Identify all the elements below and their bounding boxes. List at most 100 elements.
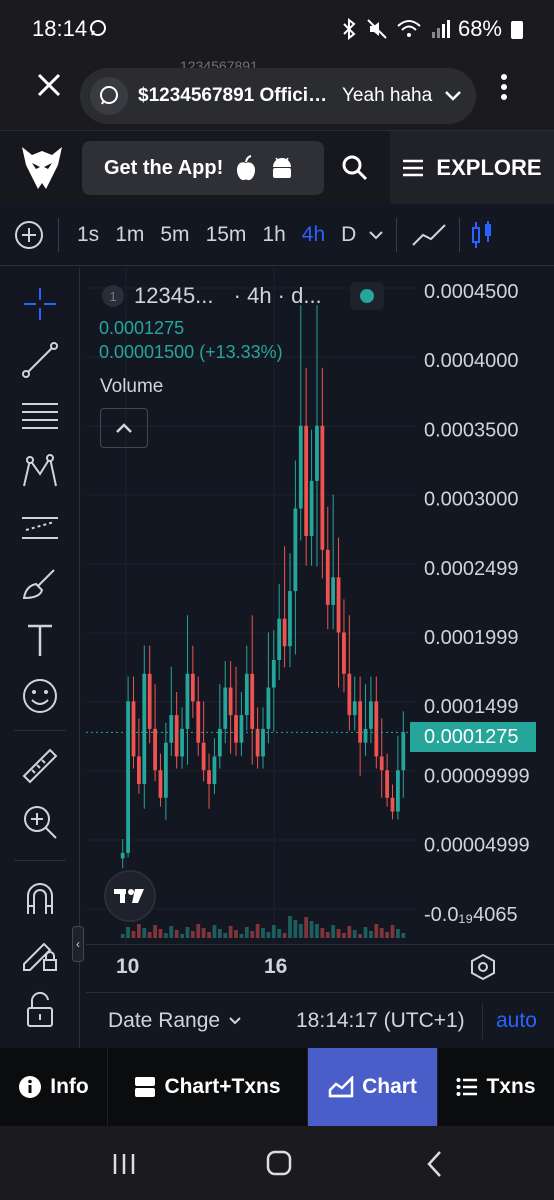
forecast-icon[interactable] xyxy=(20,508,60,548)
lock-drawing-icon[interactable] xyxy=(20,934,60,974)
pattern-icon[interactable] xyxy=(20,452,60,492)
timeframe-15m[interactable]: 15m xyxy=(205,222,247,246)
trend-line-icon[interactable] xyxy=(20,340,60,380)
back-icon[interactable] xyxy=(426,1150,442,1178)
series-index-badge: 1 xyxy=(102,285,124,307)
candle-body xyxy=(331,577,336,605)
timeframe-1h[interactable]: 1h xyxy=(262,222,286,246)
timeframe-chevron-icon[interactable] xyxy=(368,230,384,240)
volume-bar xyxy=(239,934,244,938)
bluetooth-icon xyxy=(343,18,356,40)
volume-bar xyxy=(309,921,314,938)
candle-body xyxy=(163,742,168,798)
tab-chart[interactable]: Chart xyxy=(308,1048,438,1126)
candle-body xyxy=(336,577,341,633)
tab-txns[interactable]: Txns xyxy=(438,1048,554,1126)
date-range-button[interactable]: Date Range xyxy=(108,1009,242,1033)
candle-body xyxy=(147,673,152,729)
collapse-legend-button[interactable] xyxy=(100,408,148,448)
get-app-button[interactable]: Get the App! xyxy=(82,141,324,195)
tradingview-logo-icon xyxy=(114,889,144,903)
fib-retracement-icon[interactable] xyxy=(20,396,60,436)
volume-bar xyxy=(147,932,152,938)
line-chart-type-icon[interactable] xyxy=(411,223,447,247)
volume-bar xyxy=(228,926,233,938)
volume-bar xyxy=(153,925,157,938)
notification-pill[interactable]: $1234567891 Officia... Yeah haha xyxy=(80,68,476,124)
magnet-icon[interactable] xyxy=(20,878,60,918)
price-tick-label: 0.0001499 xyxy=(424,696,519,718)
volume-bar xyxy=(190,931,195,938)
ruler-icon[interactable] xyxy=(20,746,60,786)
candle-body xyxy=(352,701,357,716)
candlestick-type-icon[interactable] xyxy=(470,220,494,250)
symbol-name: 12345... xyxy=(134,283,214,308)
price-tick-label: 0.0004500 xyxy=(424,281,519,303)
volume-bar xyxy=(401,933,406,938)
candle-body xyxy=(228,687,233,716)
timeframe-1s[interactable]: 1s xyxy=(77,222,100,246)
volume-bar xyxy=(369,931,373,938)
volume-bar xyxy=(298,924,303,938)
wifi-icon xyxy=(397,20,421,37)
date-axis[interactable]: 10 16 xyxy=(86,944,554,990)
notification-title: $1234567891 Officia... xyxy=(138,85,330,106)
timeframe-4h[interactable]: 4h xyxy=(301,222,326,246)
battery-icon xyxy=(511,21,523,39)
candle-body xyxy=(282,618,287,647)
chart-area[interactable]: 0.0004500 0.0004000 0.0003500 0.0003000 0.00… xyxy=(86,268,554,990)
symbol-legend[interactable]: 12345... · 4h · d... xyxy=(134,283,322,309)
candle-body xyxy=(153,728,157,771)
market-status-indicator[interactable] xyxy=(350,282,384,310)
volume-bar xyxy=(261,928,265,938)
tab-info[interactable]: Info xyxy=(0,1048,108,1126)
crosshair-icon[interactable] xyxy=(20,284,60,324)
timeframe-D[interactable]: D xyxy=(341,222,357,246)
candle-body xyxy=(212,756,217,784)
chevron-down-icon[interactable] xyxy=(444,90,462,102)
hamburger-icon xyxy=(403,159,424,177)
recent-apps-icon[interactable] xyxy=(112,1152,136,1176)
home-icon[interactable] xyxy=(266,1150,292,1176)
more-menu-icon[interactable] xyxy=(494,72,514,102)
candle-body xyxy=(315,425,319,481)
collapse-panel-button[interactable]: ‹ xyxy=(72,926,84,962)
volume-bar xyxy=(266,932,271,938)
candle-body xyxy=(136,756,141,784)
toolbar-divider xyxy=(396,217,398,252)
price-tick-label: 0.0004000 xyxy=(424,350,519,372)
footer-divider xyxy=(482,1003,483,1039)
candle-body xyxy=(126,701,130,853)
candle-body xyxy=(401,732,406,771)
explore-button[interactable]: EXPLORE xyxy=(390,131,554,205)
auto-scale-toggle[interactable]: auto xyxy=(496,1009,537,1032)
eagle-logo-icon[interactable] xyxy=(18,143,66,193)
volume-bar xyxy=(185,927,190,938)
search-icon[interactable] xyxy=(340,153,370,183)
tradingview-logo[interactable] xyxy=(104,870,156,922)
text-tool-icon[interactable] xyxy=(20,620,60,660)
close-icon[interactable] xyxy=(34,70,64,100)
candle-body xyxy=(120,852,125,859)
add-indicator-icon[interactable] xyxy=(14,220,44,250)
candle-body xyxy=(374,701,379,757)
date-tick-16: 16 xyxy=(264,955,288,978)
clock-time[interactable]: 18:14:17 (UTC+1) xyxy=(296,1009,465,1032)
timeframe-5m[interactable]: 5m xyxy=(160,222,190,246)
settings-hex-icon[interactable] xyxy=(470,953,496,981)
volume-bar xyxy=(396,929,400,938)
zoom-in-icon[interactable] xyxy=(20,802,60,842)
brush-icon[interactable] xyxy=(20,564,60,604)
system-nav-bar xyxy=(0,1126,554,1200)
candle-body xyxy=(169,715,174,743)
unlock-icon[interactable] xyxy=(20,990,60,1030)
price-chart[interactable]: 0.0004500 0.0004000 0.0003500 0.0003000 0.00… xyxy=(86,268,554,944)
timeframe-1m[interactable]: 1m xyxy=(115,222,145,246)
volume-bar xyxy=(250,931,255,938)
candle-body xyxy=(379,756,384,771)
volume-bar xyxy=(304,917,309,938)
interval-text: · 4h · d... xyxy=(233,283,322,308)
emoji-icon[interactable] xyxy=(20,676,60,716)
volume-bar xyxy=(288,916,292,938)
tab-chart-txns[interactable]: Chart+Txns xyxy=(108,1048,308,1126)
